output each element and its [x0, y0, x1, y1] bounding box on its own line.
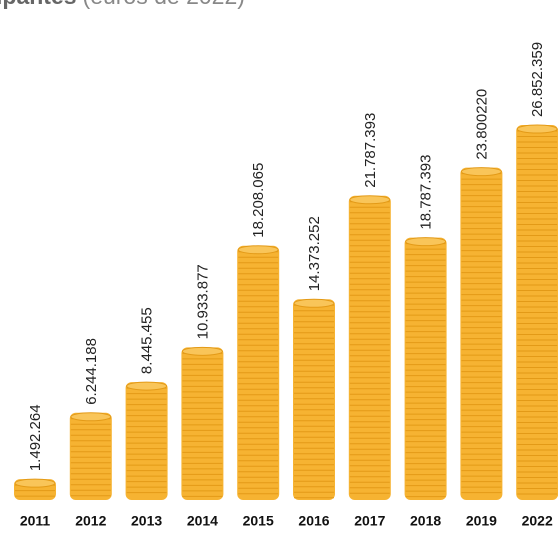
coin-top [294, 299, 334, 307]
value-label: 23.800220 [473, 89, 490, 160]
x-tick-label: 2016 [298, 513, 329, 529]
value-label: 8.445.455 [139, 307, 156, 374]
x-tick-label: 2012 [75, 513, 106, 529]
x-tick-label: 2013 [131, 513, 162, 529]
x-tick-label: 2011 [20, 513, 51, 529]
x-tick-label: 2015 [243, 513, 274, 529]
title-rest: (euros de 2022) [83, 0, 245, 9]
coin-top [71, 413, 111, 421]
x-tick-label: 2019 [466, 513, 497, 529]
coin-top [461, 168, 501, 176]
coin-top [182, 347, 222, 355]
coin-top [517, 125, 557, 133]
coin-top [406, 238, 446, 246]
value-label: 1.492.264 [27, 404, 44, 471]
coin-top [127, 382, 167, 390]
value-label: 18.787.393 [418, 155, 435, 230]
coin-top [350, 196, 390, 204]
value-label: 6.244.188 [83, 338, 100, 405]
coin-top [238, 246, 278, 254]
x-tick-label: 2022 [522, 513, 553, 529]
value-label: 14.373.252 [306, 216, 323, 291]
x-tick-label: 2014 [187, 513, 218, 529]
coin-top [15, 479, 55, 487]
chart: ipantes (euros de 2022) 1.492.264 2011 6.24… [0, 0, 558, 534]
title-bold: ipantes [0, 0, 77, 9]
x-tick-label: 2017 [354, 513, 385, 529]
value-label: 21.787.393 [362, 113, 379, 188]
x-tick-label: 2018 [410, 513, 441, 529]
value-label: 18.208.065 [250, 163, 267, 238]
coin-stack [70, 413, 112, 500]
value-label: 26.852.359 [529, 42, 546, 117]
coin-stack [126, 382, 168, 500]
chart-title: ipantes (euros de 2022) [0, 0, 245, 9]
value-label: 10.933.877 [194, 264, 211, 339]
